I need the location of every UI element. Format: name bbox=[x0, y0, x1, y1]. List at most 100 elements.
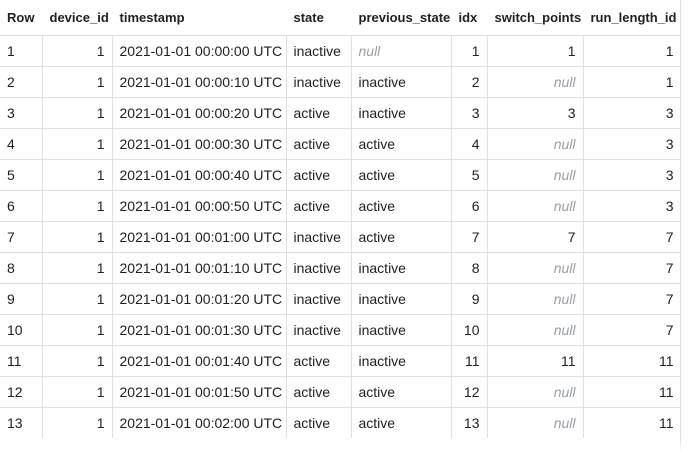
cell-device-id: 1 bbox=[42, 35, 113, 67]
cell-row: 9 bbox=[0, 283, 43, 315]
cell-previous-state: inactive bbox=[351, 97, 452, 129]
column-header-state[interactable]: state bbox=[286, 0, 352, 36]
table-row[interactable]: 11 1 2021-01-01 00:01:40 UTC active inactive… bbox=[0, 345, 682, 377]
table-row[interactable]: 10 1 2021-01-01 00:01:30 UTC inactive inacti… bbox=[0, 314, 682, 346]
cell-device-id: 1 bbox=[42, 221, 113, 253]
column-header-previous-state[interactable]: previous_state bbox=[351, 0, 452, 36]
cell-row: 10 bbox=[0, 314, 43, 346]
table-row[interactable]: 4 1 2021-01-01 00:00:30 UTC active active 4 nu… bbox=[0, 128, 682, 160]
bottom-fade bbox=[0, 440, 691, 452]
cell-idx: 5 bbox=[451, 159, 488, 191]
table-row[interactable]: 7 1 2021-01-01 00:01:00 UTC inactive active 7… bbox=[0, 221, 682, 253]
table-header: Row device_id timestamp state previous_state… bbox=[0, 0, 682, 36]
cell-idx: 4 bbox=[451, 128, 488, 160]
cell-switch-points: null bbox=[487, 128, 584, 160]
cell-previous-state: active bbox=[351, 190, 452, 222]
cell-timestamp: 2021-01-01 00:01:00 UTC bbox=[112, 221, 287, 253]
cell-timestamp: 2021-01-01 00:00:10 UTC bbox=[112, 66, 287, 98]
column-header-run-length-id[interactable]: run_length_id bbox=[583, 0, 682, 36]
cell-switch-points: 3 bbox=[487, 97, 584, 129]
cell-state: active bbox=[286, 159, 352, 191]
cell-run-length-id: 1 bbox=[583, 66, 682, 98]
column-header-row[interactable]: Row bbox=[0, 0, 43, 36]
cell-timestamp: 2021-01-01 00:01:30 UTC bbox=[112, 314, 287, 346]
cell-idx: 12 bbox=[451, 376, 488, 408]
cell-timestamp: 2021-01-01 00:01:20 UTC bbox=[112, 283, 287, 315]
cell-state: active bbox=[286, 376, 352, 408]
cell-idx: 3 bbox=[451, 97, 488, 129]
cell-state: active bbox=[286, 190, 352, 222]
vertical-scrollbar[interactable] bbox=[680, 0, 691, 452]
cell-device-id: 1 bbox=[42, 190, 113, 222]
cell-state: active bbox=[286, 128, 352, 160]
cell-state: inactive bbox=[286, 314, 352, 346]
cell-device-id: 1 bbox=[42, 314, 113, 346]
cell-run-length-id: 3 bbox=[583, 97, 682, 129]
cell-run-length-id: 11 bbox=[583, 345, 682, 377]
table-row[interactable]: 12 1 2021-01-01 00:01:50 UTC active active 12… bbox=[0, 376, 682, 408]
cell-run-length-id: 11 bbox=[583, 407, 682, 438]
cell-switch-points: null bbox=[487, 252, 584, 284]
cell-idx: 10 bbox=[451, 314, 488, 346]
cell-previous-state: active bbox=[351, 159, 452, 191]
cell-previous-state: active bbox=[351, 407, 452, 438]
cell-switch-points: null bbox=[487, 66, 584, 98]
cell-previous-state: inactive bbox=[351, 314, 452, 346]
cell-switch-points: null bbox=[487, 407, 584, 438]
table-row[interactable]: 6 1 2021-01-01 00:00:50 UTC active active 6 nu… bbox=[0, 190, 682, 222]
cell-timestamp: 2021-01-01 00:02:00 UTC bbox=[112, 407, 287, 438]
table-row[interactable]: 2 1 2021-01-01 00:00:10 UTC inactive inactiv… bbox=[0, 66, 682, 98]
cell-previous-state: inactive bbox=[351, 283, 452, 315]
cell-state: active bbox=[286, 97, 352, 129]
cell-state: active bbox=[286, 407, 352, 438]
table-body: 1 1 2021-01-01 00:00:00 UTC inactive null 1 1 1… bbox=[0, 35, 682, 438]
cell-timestamp: 2021-01-01 00:01:10 UTC bbox=[112, 252, 287, 284]
cell-run-length-id: 1 bbox=[583, 35, 682, 67]
cell-timestamp: 2021-01-01 00:01:40 UTC bbox=[112, 345, 287, 377]
table-row[interactable]: 9 1 2021-01-01 00:01:20 UTC inactive inactiv… bbox=[0, 283, 682, 315]
cell-state: inactive bbox=[286, 66, 352, 98]
cell-row: 1 bbox=[0, 35, 43, 67]
table-row[interactable]: 13 1 2021-01-01 00:02:00 UTC active active 13… bbox=[0, 407, 682, 438]
cell-device-id: 1 bbox=[42, 128, 113, 160]
cell-previous-state: inactive bbox=[351, 66, 452, 98]
column-header-timestamp[interactable]: timestamp bbox=[112, 0, 287, 36]
cell-run-length-id: 7 bbox=[583, 252, 682, 284]
cell-idx: 11 bbox=[451, 345, 488, 377]
cell-previous-state: active bbox=[351, 221, 452, 253]
cell-timestamp: 2021-01-01 00:00:20 UTC bbox=[112, 97, 287, 129]
cell-row: 7 bbox=[0, 221, 43, 253]
cell-previous-state: active bbox=[351, 376, 452, 408]
cell-timestamp: 2021-01-01 00:00:00 UTC bbox=[112, 35, 287, 67]
cell-row: 6 bbox=[0, 190, 43, 222]
cell-timestamp: 2021-01-01 00:00:50 UTC bbox=[112, 190, 287, 222]
cell-run-length-id: 7 bbox=[583, 283, 682, 315]
cell-run-length-id: 7 bbox=[583, 314, 682, 346]
cell-switch-points: null bbox=[487, 376, 584, 408]
cell-previous-state: inactive bbox=[351, 252, 452, 284]
cell-timestamp: 2021-01-01 00:00:30 UTC bbox=[112, 128, 287, 160]
cell-row: 8 bbox=[0, 252, 43, 284]
cell-switch-points: 11 bbox=[487, 345, 584, 377]
column-header-switch-points[interactable]: switch_points bbox=[487, 0, 584, 36]
table-row[interactable]: 3 1 2021-01-01 00:00:20 UTC active inactive 3… bbox=[0, 97, 682, 129]
cell-switch-points: null bbox=[487, 283, 584, 315]
cell-row: 5 bbox=[0, 159, 43, 191]
cell-device-id: 1 bbox=[42, 345, 113, 377]
table-row[interactable]: 8 1 2021-01-01 00:01:10 UTC inactive inactiv… bbox=[0, 252, 682, 284]
cell-run-length-id: 3 bbox=[583, 128, 682, 160]
cell-state: active bbox=[286, 345, 352, 377]
column-header-device-id[interactable]: device_id bbox=[42, 0, 113, 36]
cell-switch-points: null bbox=[487, 190, 584, 222]
cell-idx: 6 bbox=[451, 190, 488, 222]
cell-idx: 8 bbox=[451, 252, 488, 284]
cell-row: 2 bbox=[0, 66, 43, 98]
cell-switch-points: 1 bbox=[487, 35, 584, 67]
table-row[interactable]: 5 1 2021-01-01 00:00:40 UTC active active 5 nu… bbox=[0, 159, 682, 191]
column-header-idx[interactable]: idx bbox=[451, 0, 488, 36]
table-row[interactable]: 1 1 2021-01-01 00:00:00 UTC inactive null 1 1 1 bbox=[0, 35, 682, 67]
cell-row: 12 bbox=[0, 376, 43, 408]
cell-run-length-id: 7 bbox=[583, 221, 682, 253]
cell-switch-points: 7 bbox=[487, 221, 584, 253]
